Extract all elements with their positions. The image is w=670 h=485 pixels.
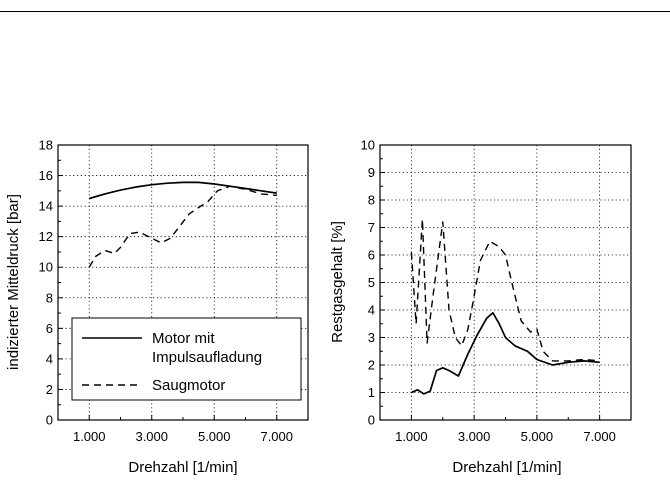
y-tick-label: 6	[46, 321, 53, 336]
y-tick-label: 8	[368, 193, 375, 208]
x-tick-label: 5.000	[521, 429, 554, 444]
x-axis-title: Drehzahl [1/min]	[452, 459, 561, 476]
y-tick-label: 16	[39, 168, 53, 183]
y-tick-label: 9	[368, 165, 375, 180]
legend-label-impuls-line2: Impulsaufladung	[152, 349, 262, 366]
y-tick-label: 14	[39, 199, 53, 214]
y-tick-label: 4	[46, 351, 53, 366]
series-line-saugmotor	[88, 185, 277, 268]
y-tick-label: 8	[46, 290, 53, 305]
series-line-impulsaufladung	[89, 181, 277, 200]
legend-label-saugmotor: Saugmotor	[152, 377, 225, 394]
x-tick-label: 7.000	[260, 429, 293, 444]
y-tick-label: 3	[368, 330, 375, 345]
x-tick-label: 7.000	[583, 429, 616, 444]
chart-mitteldruck: 1.000 3.000 5.000 7.000 0 2 4 6 8 10 12 14 16 18 indi…	[5, 138, 309, 476]
series-line-saugmotor	[410, 218, 600, 362]
y-tick-label: 2	[46, 382, 53, 397]
top-rule	[0, 11, 670, 12]
x-tick-label: 3.000	[458, 429, 491, 444]
y-tick-label: 2	[368, 358, 375, 373]
legend-box	[71, 317, 302, 401]
x-tick-label: 1.000	[395, 429, 428, 444]
legend-label-impuls-line1: Motor mit	[152, 330, 215, 347]
y-tick-label: 6	[368, 248, 375, 263]
y-axis-title: indizierter Mitteldruck [bar]	[5, 194, 22, 370]
series-line-impulsaufladung	[411, 311, 600, 395]
y-tick-label: 10	[361, 138, 375, 153]
chart-restgasgehalt: 1.000 3.000 5.000 7.000 0 1 2 3 4 5 6 7 8 9 10 Restgas…	[329, 138, 632, 476]
y-tick-label: 0	[368, 413, 375, 428]
y-tick-label: 7	[368, 220, 375, 235]
legend: Motor mit Impulsaufladung Saugmotor	[71, 317, 302, 401]
y-tick-label: 5	[368, 275, 375, 290]
x-tick-label: 1.000	[73, 429, 106, 444]
x-tick-label: 3.000	[135, 429, 168, 444]
x-axis-title: Drehzahl [1/min]	[128, 459, 237, 476]
y-axis-title: Restgasgehalt [%]	[329, 221, 346, 343]
y-tick-label: 0	[46, 413, 53, 428]
x-tick-label: 5.000	[198, 429, 231, 444]
y-tick-label: 1	[368, 385, 375, 400]
y-tick-label: 12	[39, 229, 53, 244]
y-tick-label: 4	[368, 303, 375, 318]
y-tick-label: 10	[39, 260, 53, 275]
y-tick-label: 18	[39, 138, 53, 153]
